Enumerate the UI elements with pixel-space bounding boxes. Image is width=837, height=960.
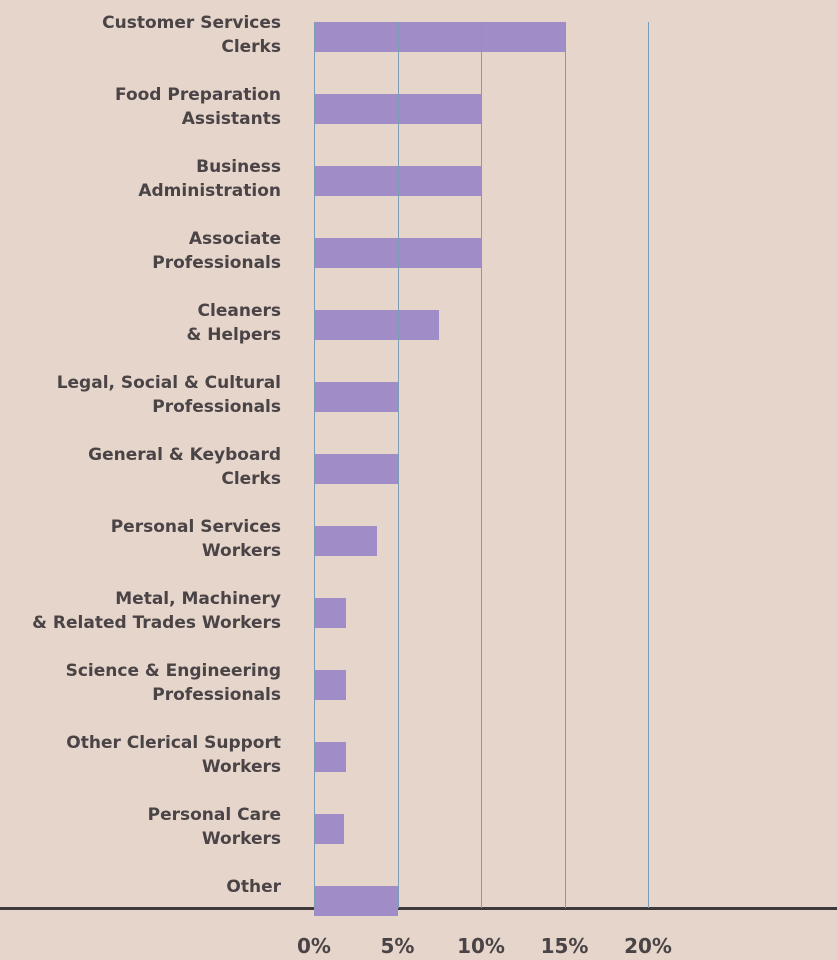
bar (314, 886, 398, 916)
bar (314, 22, 565, 52)
category-label: Metal, Machinery & Related Trades Worker… (32, 589, 281, 633)
category-label: Customer Services Clerks (102, 13, 281, 57)
category-label: Science & Engineering Professionals (65, 661, 281, 705)
grid-line (648, 22, 649, 908)
axis-line (0, 907, 837, 910)
bar (314, 310, 440, 340)
bar (314, 598, 346, 628)
x-tick-label: 15% (540, 934, 589, 958)
category-label: Legal, Social & Cultural Professionals (56, 373, 281, 417)
x-tick-label: 5% (380, 934, 415, 958)
category-label: Business Administration (138, 157, 281, 201)
grid-line (314, 22, 315, 908)
category-label: Associate Professionals (152, 229, 281, 273)
grid-line (397, 22, 399, 908)
x-tick-label: 20% (624, 934, 672, 958)
bar (314, 670, 346, 700)
x-tick-label: 0% (297, 934, 331, 958)
category-label: Food Preparation Assistants (115, 85, 281, 129)
bar (314, 526, 378, 556)
category-label: Personal Care Workers (147, 805, 281, 849)
category-label: Personal Services Workers (110, 517, 281, 561)
bar (314, 454, 398, 484)
bar (314, 814, 345, 844)
x-tick-label: 10% (457, 934, 505, 958)
grid-line (481, 22, 482, 908)
category-label: Other Clerical Support Workers (66, 733, 281, 777)
category-label: Other (226, 877, 281, 897)
category-label: General & Keyboard Clerks (88, 445, 281, 489)
category-label: Cleaners & Helpers (186, 301, 281, 345)
grid-line (564, 22, 566, 908)
bar (314, 382, 398, 412)
bar (314, 742, 346, 772)
